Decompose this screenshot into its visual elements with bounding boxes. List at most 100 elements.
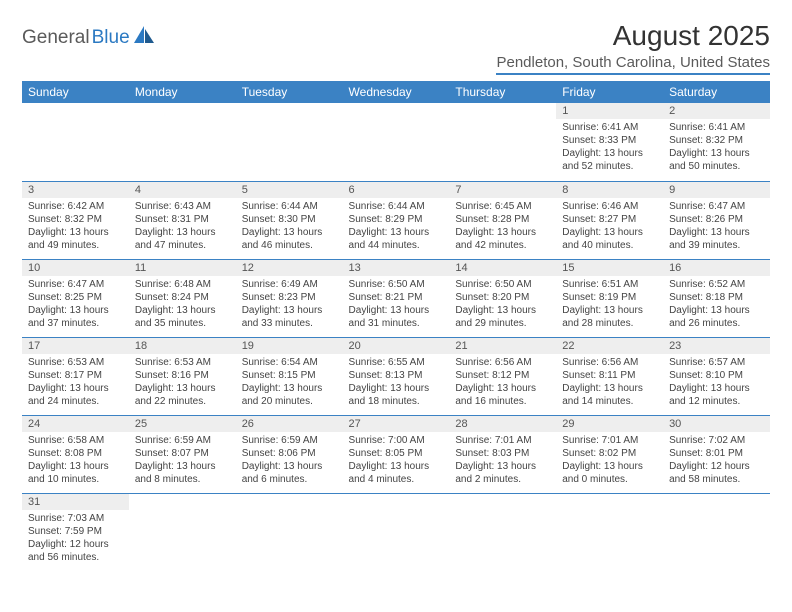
sunset-text: Sunset: 8:06 PM bbox=[242, 447, 337, 460]
daylight-text-2: and 26 minutes. bbox=[669, 317, 764, 330]
sunset-text: Sunset: 8:12 PM bbox=[455, 369, 550, 382]
day-details: Sunrise: 7:00 AMSunset: 8:05 PMDaylight:… bbox=[343, 432, 450, 490]
sunrise-text: Sunrise: 6:56 AM bbox=[562, 356, 657, 369]
daylight-text-2: and 47 minutes. bbox=[135, 239, 230, 252]
calendar-cell: 4Sunrise: 6:43 AMSunset: 8:31 PMDaylight… bbox=[129, 181, 236, 259]
calendar-cell: 24Sunrise: 6:58 AMSunset: 8:08 PMDayligh… bbox=[22, 415, 129, 493]
sunset-text: Sunset: 8:13 PM bbox=[349, 369, 444, 382]
daylight-text: Daylight: 13 hours bbox=[135, 226, 230, 239]
daylight-text: Daylight: 13 hours bbox=[455, 226, 550, 239]
day-number: 13 bbox=[343, 260, 450, 276]
day-details: Sunrise: 6:58 AMSunset: 8:08 PMDaylight:… bbox=[22, 432, 129, 490]
sunset-text: Sunset: 8:17 PM bbox=[28, 369, 123, 382]
sunset-text: Sunset: 8:08 PM bbox=[28, 447, 123, 460]
sunrise-text: Sunrise: 6:59 AM bbox=[135, 434, 230, 447]
sunset-text: Sunset: 8:21 PM bbox=[349, 291, 444, 304]
daylight-text-2: and 44 minutes. bbox=[349, 239, 444, 252]
calendar-cell: 7Sunrise: 6:45 AMSunset: 8:28 PMDaylight… bbox=[449, 181, 556, 259]
weekday-header: Wednesday bbox=[343, 81, 450, 103]
day-number: 23 bbox=[663, 338, 770, 354]
calendar-cell bbox=[449, 493, 556, 571]
day-number: 17 bbox=[22, 338, 129, 354]
calendar-cell: 14Sunrise: 6:50 AMSunset: 8:20 PMDayligh… bbox=[449, 259, 556, 337]
calendar-cell bbox=[236, 493, 343, 571]
calendar-cell bbox=[129, 493, 236, 571]
sunrise-text: Sunrise: 6:44 AM bbox=[349, 200, 444, 213]
daylight-text-2: and 29 minutes. bbox=[455, 317, 550, 330]
day-number: 31 bbox=[22, 494, 129, 510]
day-details: Sunrise: 6:50 AMSunset: 8:20 PMDaylight:… bbox=[449, 276, 556, 334]
day-details: Sunrise: 6:47 AMSunset: 8:25 PMDaylight:… bbox=[22, 276, 129, 334]
title-block: August 2025 Pendleton, South Carolina, U… bbox=[496, 20, 770, 75]
sunrise-text: Sunrise: 7:03 AM bbox=[28, 512, 123, 525]
sunset-text: Sunset: 8:29 PM bbox=[349, 213, 444, 226]
sunrise-text: Sunrise: 6:49 AM bbox=[242, 278, 337, 291]
daylight-text-2: and 49 minutes. bbox=[28, 239, 123, 252]
sunset-text: Sunset: 8:28 PM bbox=[455, 213, 550, 226]
sunset-text: Sunset: 8:20 PM bbox=[455, 291, 550, 304]
daylight-text-2: and 58 minutes. bbox=[669, 473, 764, 486]
daylight-text: Daylight: 13 hours bbox=[455, 460, 550, 473]
calendar-row: 3Sunrise: 6:42 AMSunset: 8:32 PMDaylight… bbox=[22, 181, 770, 259]
day-details: Sunrise: 7:03 AMSunset: 7:59 PMDaylight:… bbox=[22, 510, 129, 568]
sunrise-text: Sunrise: 6:51 AM bbox=[562, 278, 657, 291]
day-number: 21 bbox=[449, 338, 556, 354]
calendar-cell bbox=[236, 103, 343, 181]
day-details: Sunrise: 6:53 AMSunset: 8:17 PMDaylight:… bbox=[22, 354, 129, 412]
calendar-cell: 28Sunrise: 7:01 AMSunset: 8:03 PMDayligh… bbox=[449, 415, 556, 493]
sunset-text: Sunset: 8:15 PM bbox=[242, 369, 337, 382]
sunrise-text: Sunrise: 6:47 AM bbox=[28, 278, 123, 291]
day-details: Sunrise: 6:56 AMSunset: 8:12 PMDaylight:… bbox=[449, 354, 556, 412]
daylight-text-2: and 20 minutes. bbox=[242, 395, 337, 408]
day-details: Sunrise: 6:44 AMSunset: 8:30 PMDaylight:… bbox=[236, 198, 343, 256]
day-details: Sunrise: 6:53 AMSunset: 8:16 PMDaylight:… bbox=[129, 354, 236, 412]
daylight-text: Daylight: 13 hours bbox=[562, 382, 657, 395]
daylight-text: Daylight: 13 hours bbox=[669, 382, 764, 395]
day-number: 10 bbox=[22, 260, 129, 276]
day-details: Sunrise: 6:55 AMSunset: 8:13 PMDaylight:… bbox=[343, 354, 450, 412]
daylight-text: Daylight: 12 hours bbox=[28, 538, 123, 551]
logo-text-dark: General bbox=[22, 27, 90, 49]
daylight-text: Daylight: 13 hours bbox=[562, 147, 657, 160]
sunset-text: Sunset: 8:03 PM bbox=[455, 447, 550, 460]
daylight-text: Daylight: 13 hours bbox=[669, 226, 764, 239]
day-details: Sunrise: 7:01 AMSunset: 8:03 PMDaylight:… bbox=[449, 432, 556, 490]
daylight-text: Daylight: 13 hours bbox=[242, 226, 337, 239]
day-details: Sunrise: 6:41 AMSunset: 8:33 PMDaylight:… bbox=[556, 119, 663, 177]
sunrise-text: Sunrise: 6:41 AM bbox=[562, 121, 657, 134]
calendar-cell: 15Sunrise: 6:51 AMSunset: 8:19 PMDayligh… bbox=[556, 259, 663, 337]
sunrise-text: Sunrise: 6:50 AM bbox=[455, 278, 550, 291]
daylight-text-2: and 28 minutes. bbox=[562, 317, 657, 330]
sunrise-text: Sunrise: 7:00 AM bbox=[349, 434, 444, 447]
daylight-text-2: and 46 minutes. bbox=[242, 239, 337, 252]
daylight-text: Daylight: 13 hours bbox=[242, 304, 337, 317]
sunrise-text: Sunrise: 6:46 AM bbox=[562, 200, 657, 213]
calendar-row: 1Sunrise: 6:41 AMSunset: 8:33 PMDaylight… bbox=[22, 103, 770, 181]
sunset-text: Sunset: 8:25 PM bbox=[28, 291, 123, 304]
day-number: 4 bbox=[129, 182, 236, 198]
day-details: Sunrise: 6:50 AMSunset: 8:21 PMDaylight:… bbox=[343, 276, 450, 334]
daylight-text-2: and 22 minutes. bbox=[135, 395, 230, 408]
calendar-cell: 21Sunrise: 6:56 AMSunset: 8:12 PMDayligh… bbox=[449, 337, 556, 415]
sunset-text: Sunset: 8:05 PM bbox=[349, 447, 444, 460]
day-number: 11 bbox=[129, 260, 236, 276]
weekday-header: Saturday bbox=[663, 81, 770, 103]
day-number: 12 bbox=[236, 260, 343, 276]
day-number: 29 bbox=[556, 416, 663, 432]
daylight-text-2: and 24 minutes. bbox=[28, 395, 123, 408]
sunrise-text: Sunrise: 6:48 AM bbox=[135, 278, 230, 291]
calendar-cell: 22Sunrise: 6:56 AMSunset: 8:11 PMDayligh… bbox=[556, 337, 663, 415]
header: General Blue August 2025 Pendleton, Sout… bbox=[22, 20, 770, 75]
day-number: 16 bbox=[663, 260, 770, 276]
sunrise-text: Sunrise: 6:43 AM bbox=[135, 200, 230, 213]
day-number: 2 bbox=[663, 103, 770, 119]
sunset-text: Sunset: 8:01 PM bbox=[669, 447, 764, 460]
day-details: Sunrise: 6:45 AMSunset: 8:28 PMDaylight:… bbox=[449, 198, 556, 256]
day-details: Sunrise: 6:41 AMSunset: 8:32 PMDaylight:… bbox=[663, 119, 770, 177]
calendar-cell: 11Sunrise: 6:48 AMSunset: 8:24 PMDayligh… bbox=[129, 259, 236, 337]
daylight-text: Daylight: 13 hours bbox=[242, 460, 337, 473]
month-title: August 2025 bbox=[496, 20, 770, 52]
day-number: 3 bbox=[22, 182, 129, 198]
day-number: 7 bbox=[449, 182, 556, 198]
daylight-text: Daylight: 13 hours bbox=[349, 304, 444, 317]
